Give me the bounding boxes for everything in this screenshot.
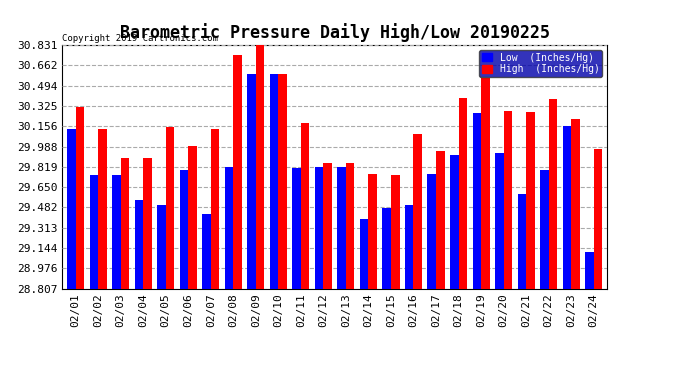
Bar <box>324 162 332 289</box>
Bar <box>427 174 436 289</box>
Bar <box>202 214 210 289</box>
Bar <box>210 129 219 289</box>
Bar <box>157 205 166 289</box>
Text: Copyright 2019 Cartronics.com: Copyright 2019 Cartronics.com <box>62 34 218 43</box>
Bar <box>450 155 459 289</box>
Bar <box>436 151 444 289</box>
Bar <box>593 149 602 289</box>
Bar <box>337 167 346 289</box>
Bar <box>301 123 309 289</box>
Bar <box>315 167 324 289</box>
Bar <box>293 168 301 289</box>
Bar <box>549 99 558 289</box>
Bar <box>98 129 107 289</box>
Bar <box>481 78 490 289</box>
Bar <box>90 175 98 289</box>
Bar <box>571 119 580 289</box>
Bar <box>391 175 400 289</box>
Bar <box>247 74 256 289</box>
Bar <box>135 200 144 289</box>
Bar <box>346 163 355 289</box>
Bar <box>256 45 264 289</box>
Bar <box>368 174 377 289</box>
Bar <box>585 252 593 289</box>
Bar <box>540 170 549 289</box>
Bar <box>504 111 512 289</box>
Bar <box>233 56 242 289</box>
Bar <box>413 134 422 289</box>
Bar <box>225 167 233 289</box>
Bar <box>188 146 197 289</box>
Bar <box>562 126 571 289</box>
Bar <box>112 175 121 289</box>
Bar <box>360 219 368 289</box>
Bar <box>526 112 535 289</box>
Bar <box>405 205 413 289</box>
Bar <box>473 112 481 289</box>
Bar <box>121 158 129 289</box>
Bar <box>382 208 391 289</box>
Legend: Low  (Inches/Hg), High  (Inches/Hg): Low (Inches/Hg), High (Inches/Hg) <box>479 50 602 77</box>
Bar <box>67 129 76 289</box>
Title: Barometric Pressure Daily High/Low 20190225: Barometric Pressure Daily High/Low 20190… <box>119 23 550 42</box>
Bar <box>278 74 287 289</box>
Bar <box>459 98 467 289</box>
Bar <box>270 74 278 289</box>
Bar <box>179 170 188 289</box>
Bar <box>495 153 504 289</box>
Bar <box>518 195 526 289</box>
Bar <box>144 158 152 289</box>
Bar <box>166 127 175 289</box>
Bar <box>76 107 84 289</box>
